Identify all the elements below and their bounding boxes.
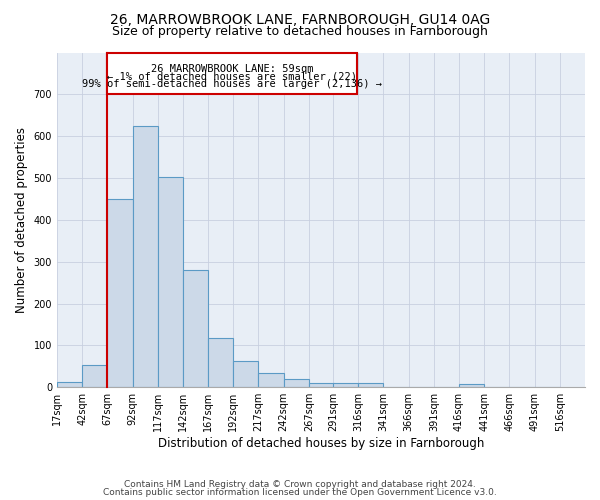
Bar	[309, 383, 334, 387]
Text: 99% of semi-detached houses are larger (2,136) →: 99% of semi-detached houses are larger (…	[82, 80, 382, 90]
Text: Contains public sector information licensed under the Open Government Licence v3: Contains public sector information licen…	[103, 488, 497, 497]
Bar	[459, 384, 484, 387]
Bar	[107, 199, 133, 387]
Text: Contains HM Land Registry data © Crown copyright and database right 2024.: Contains HM Land Registry data © Crown c…	[124, 480, 476, 489]
Text: 26, MARROWBROOK LANE, FARNBOROUGH, GU14 0AG: 26, MARROWBROOK LANE, FARNBOROUGH, GU14 …	[110, 12, 490, 26]
Bar	[82, 364, 107, 387]
Text: Size of property relative to detached houses in Farnborough: Size of property relative to detached ho…	[112, 25, 488, 38]
Bar	[183, 270, 208, 387]
Bar	[158, 177, 183, 387]
Bar	[57, 382, 82, 387]
Bar	[284, 379, 309, 387]
X-axis label: Distribution of detached houses by size in Farnborough: Distribution of detached houses by size …	[158, 437, 484, 450]
FancyBboxPatch shape	[107, 52, 357, 94]
Y-axis label: Number of detached properties: Number of detached properties	[15, 127, 28, 313]
Bar	[358, 384, 383, 387]
Bar	[333, 384, 358, 387]
Bar	[208, 338, 233, 387]
Bar	[133, 126, 158, 387]
Bar	[233, 362, 259, 387]
Bar	[259, 373, 284, 387]
Text: 26 MARROWBROOK LANE: 59sqm: 26 MARROWBROOK LANE: 59sqm	[151, 64, 314, 74]
Text: ← 1% of detached houses are smaller (22): ← 1% of detached houses are smaller (22)	[107, 72, 357, 82]
